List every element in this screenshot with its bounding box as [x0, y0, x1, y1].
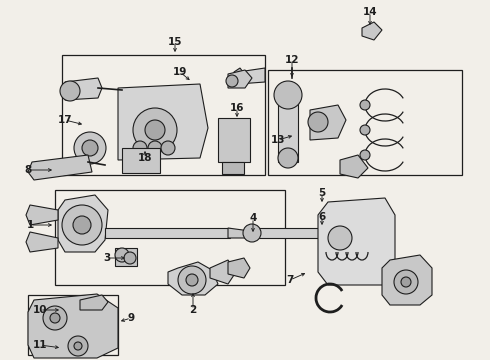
- Polygon shape: [26, 232, 58, 252]
- Circle shape: [243, 224, 261, 242]
- Circle shape: [74, 132, 106, 164]
- Text: 13: 13: [271, 135, 285, 145]
- Bar: [122, 148, 160, 173]
- Bar: [222, 162, 244, 174]
- Circle shape: [82, 140, 98, 156]
- Circle shape: [124, 252, 136, 264]
- Text: 16: 16: [230, 103, 244, 113]
- Text: 14: 14: [363, 7, 377, 17]
- Polygon shape: [58, 195, 108, 252]
- Circle shape: [145, 120, 165, 140]
- Circle shape: [278, 148, 298, 168]
- Circle shape: [274, 81, 302, 109]
- Text: 6: 6: [318, 212, 326, 222]
- Circle shape: [73, 216, 91, 234]
- Bar: [105, 228, 230, 238]
- Text: 12: 12: [285, 55, 299, 65]
- Text: 19: 19: [173, 67, 187, 77]
- Text: 10: 10: [33, 305, 47, 315]
- Text: 8: 8: [24, 165, 32, 175]
- Circle shape: [60, 81, 80, 101]
- Polygon shape: [26, 205, 58, 225]
- Polygon shape: [310, 105, 346, 140]
- Bar: [28, 295, 118, 355]
- Bar: [218, 118, 250, 162]
- Polygon shape: [28, 155, 92, 180]
- Polygon shape: [238, 68, 265, 84]
- Bar: [115, 248, 137, 266]
- Polygon shape: [28, 294, 118, 358]
- Text: 11: 11: [33, 340, 47, 350]
- Circle shape: [360, 125, 370, 135]
- Circle shape: [68, 336, 88, 356]
- Text: 3: 3: [103, 253, 111, 263]
- Circle shape: [115, 248, 129, 262]
- Circle shape: [308, 112, 328, 132]
- Polygon shape: [228, 228, 250, 238]
- Bar: [268, 70, 462, 175]
- Polygon shape: [362, 22, 382, 40]
- Circle shape: [161, 141, 175, 155]
- Circle shape: [401, 277, 411, 287]
- Bar: [55, 190, 285, 285]
- Text: 5: 5: [318, 188, 326, 198]
- Circle shape: [360, 150, 370, 160]
- Circle shape: [186, 274, 198, 286]
- Text: 17: 17: [58, 115, 73, 125]
- Polygon shape: [318, 198, 395, 285]
- Polygon shape: [118, 84, 208, 160]
- Text: 7: 7: [286, 275, 294, 285]
- Circle shape: [50, 313, 60, 323]
- Polygon shape: [210, 260, 236, 284]
- Text: 15: 15: [168, 37, 182, 47]
- Polygon shape: [168, 262, 218, 295]
- Polygon shape: [80, 295, 108, 310]
- Text: 2: 2: [189, 305, 196, 315]
- Text: 18: 18: [138, 153, 152, 163]
- Circle shape: [133, 108, 177, 152]
- Circle shape: [133, 141, 147, 155]
- Bar: [278, 92, 298, 162]
- Polygon shape: [382, 255, 432, 305]
- Circle shape: [360, 100, 370, 110]
- Circle shape: [394, 270, 418, 294]
- Bar: [62, 55, 265, 175]
- Polygon shape: [65, 78, 102, 100]
- Polygon shape: [228, 70, 252, 88]
- Text: 4: 4: [249, 213, 257, 223]
- Circle shape: [328, 226, 352, 250]
- Text: 9: 9: [127, 313, 135, 323]
- Circle shape: [74, 342, 82, 350]
- Polygon shape: [234, 68, 246, 84]
- Circle shape: [178, 266, 206, 294]
- Bar: [252, 228, 327, 238]
- Polygon shape: [228, 258, 250, 278]
- Circle shape: [226, 75, 238, 87]
- Text: 1: 1: [26, 220, 34, 230]
- Circle shape: [43, 306, 67, 330]
- Circle shape: [148, 141, 162, 155]
- Circle shape: [62, 205, 102, 245]
- Polygon shape: [340, 155, 368, 178]
